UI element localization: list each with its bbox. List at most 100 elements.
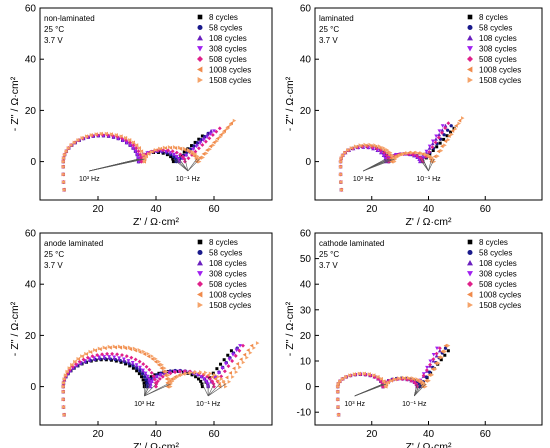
frequency-pointer [414, 383, 424, 397]
data-point [437, 346, 442, 351]
data-point [84, 351, 88, 356]
data-point [450, 132, 454, 137]
data-point [431, 357, 436, 362]
legend-marker [467, 281, 473, 287]
legend-label: 58 cycles [209, 249, 242, 258]
data-point [153, 148, 158, 152]
data-point [126, 359, 131, 363]
data-point [192, 154, 197, 159]
data-point [153, 373, 157, 377]
data-point [149, 370, 154, 375]
data-point [416, 151, 421, 156]
data-point [430, 141, 435, 146]
frequency-pointer [187, 158, 200, 172]
data-point [429, 159, 433, 164]
data-point [128, 364, 132, 368]
data-point [407, 150, 411, 155]
data-point [439, 358, 443, 362]
data-point [132, 346, 137, 351]
legend-label: 108 cycles [479, 259, 517, 268]
x-tick-label: 60 [480, 429, 492, 440]
data-point [97, 346, 102, 351]
data-point [367, 372, 372, 377]
data-point [193, 149, 198, 154]
legend-marker [467, 56, 473, 62]
data-point [201, 155, 205, 160]
data-point [133, 357, 138, 362]
data-point [97, 355, 102, 360]
data-point [440, 130, 444, 135]
data-point [241, 360, 246, 365]
legend-label: 108 cycles [209, 259, 247, 268]
data-point [349, 146, 354, 150]
data-point [73, 359, 77, 364]
data-point [336, 389, 340, 394]
data-point [143, 371, 148, 376]
legend-marker [197, 35, 203, 41]
legend-marker [467, 46, 473, 52]
legend-marker [467, 271, 473, 277]
data-point [234, 348, 239, 353]
data-point [224, 375, 229, 380]
panel-annotation: non-laminated [44, 14, 95, 23]
legend-label: 308 cycles [479, 270, 517, 279]
data-point [382, 379, 386, 384]
data-point [173, 376, 177, 381]
data-point [119, 360, 123, 364]
data-point [392, 377, 397, 382]
data-point [131, 140, 136, 145]
data-point [62, 412, 67, 417]
panel-annotation: 3.7 V [44, 36, 63, 45]
data-point [124, 141, 129, 145]
frequency-label: 10³ Hz [134, 401, 155, 408]
panel-top-left: 20 40 60 0 20 40 60 Z' / Ω·cm² - Z'' / Ω·cm² non-… [9, 4, 273, 228]
legend-label: 58 cycles [479, 24, 512, 33]
data-point [449, 130, 453, 134]
series-1508-cycles [338, 116, 465, 192]
frequency-label: 10³ Hz [79, 176, 100, 183]
data-point [158, 373, 163, 377]
data-point [121, 357, 126, 362]
data-point [140, 372, 145, 376]
data-point [227, 357, 232, 362]
data-point [207, 136, 212, 141]
data-point [128, 138, 132, 143]
data-point [443, 139, 448, 144]
data-point [336, 412, 341, 417]
legend-marker [467, 291, 473, 298]
data-point [427, 150, 432, 154]
data-point [146, 354, 151, 359]
data-point [122, 344, 127, 349]
data-point [61, 164, 66, 169]
data-point [193, 140, 197, 144]
data-point [238, 344, 243, 348]
data-point [343, 150, 347, 155]
y-tick-label: 20 [300, 106, 312, 117]
frequency-pointer [414, 383, 418, 397]
data-point [229, 122, 233, 127]
data-point [443, 343, 448, 348]
data-point [204, 370, 208, 375]
data-point [454, 123, 458, 128]
data-point [164, 377, 169, 381]
data-point [208, 371, 213, 376]
x-tick-label: 40 [423, 204, 435, 215]
data-point [180, 154, 185, 159]
data-point [427, 372, 431, 377]
legend-label: 1508 cycles [479, 301, 521, 310]
data-point [169, 155, 173, 159]
y-tick-label: 20 [25, 106, 37, 117]
data-point [62, 377, 67, 381]
data-point [336, 381, 341, 386]
data-point [162, 145, 167, 150]
data-point [245, 355, 249, 360]
data-point [434, 134, 439, 138]
data-point [77, 359, 82, 364]
data-point [368, 142, 372, 147]
data-point [190, 151, 194, 156]
data-point [346, 148, 350, 153]
data-point [134, 363, 139, 367]
data-point [165, 384, 170, 389]
data-point [80, 136, 84, 140]
data-point [445, 134, 449, 138]
